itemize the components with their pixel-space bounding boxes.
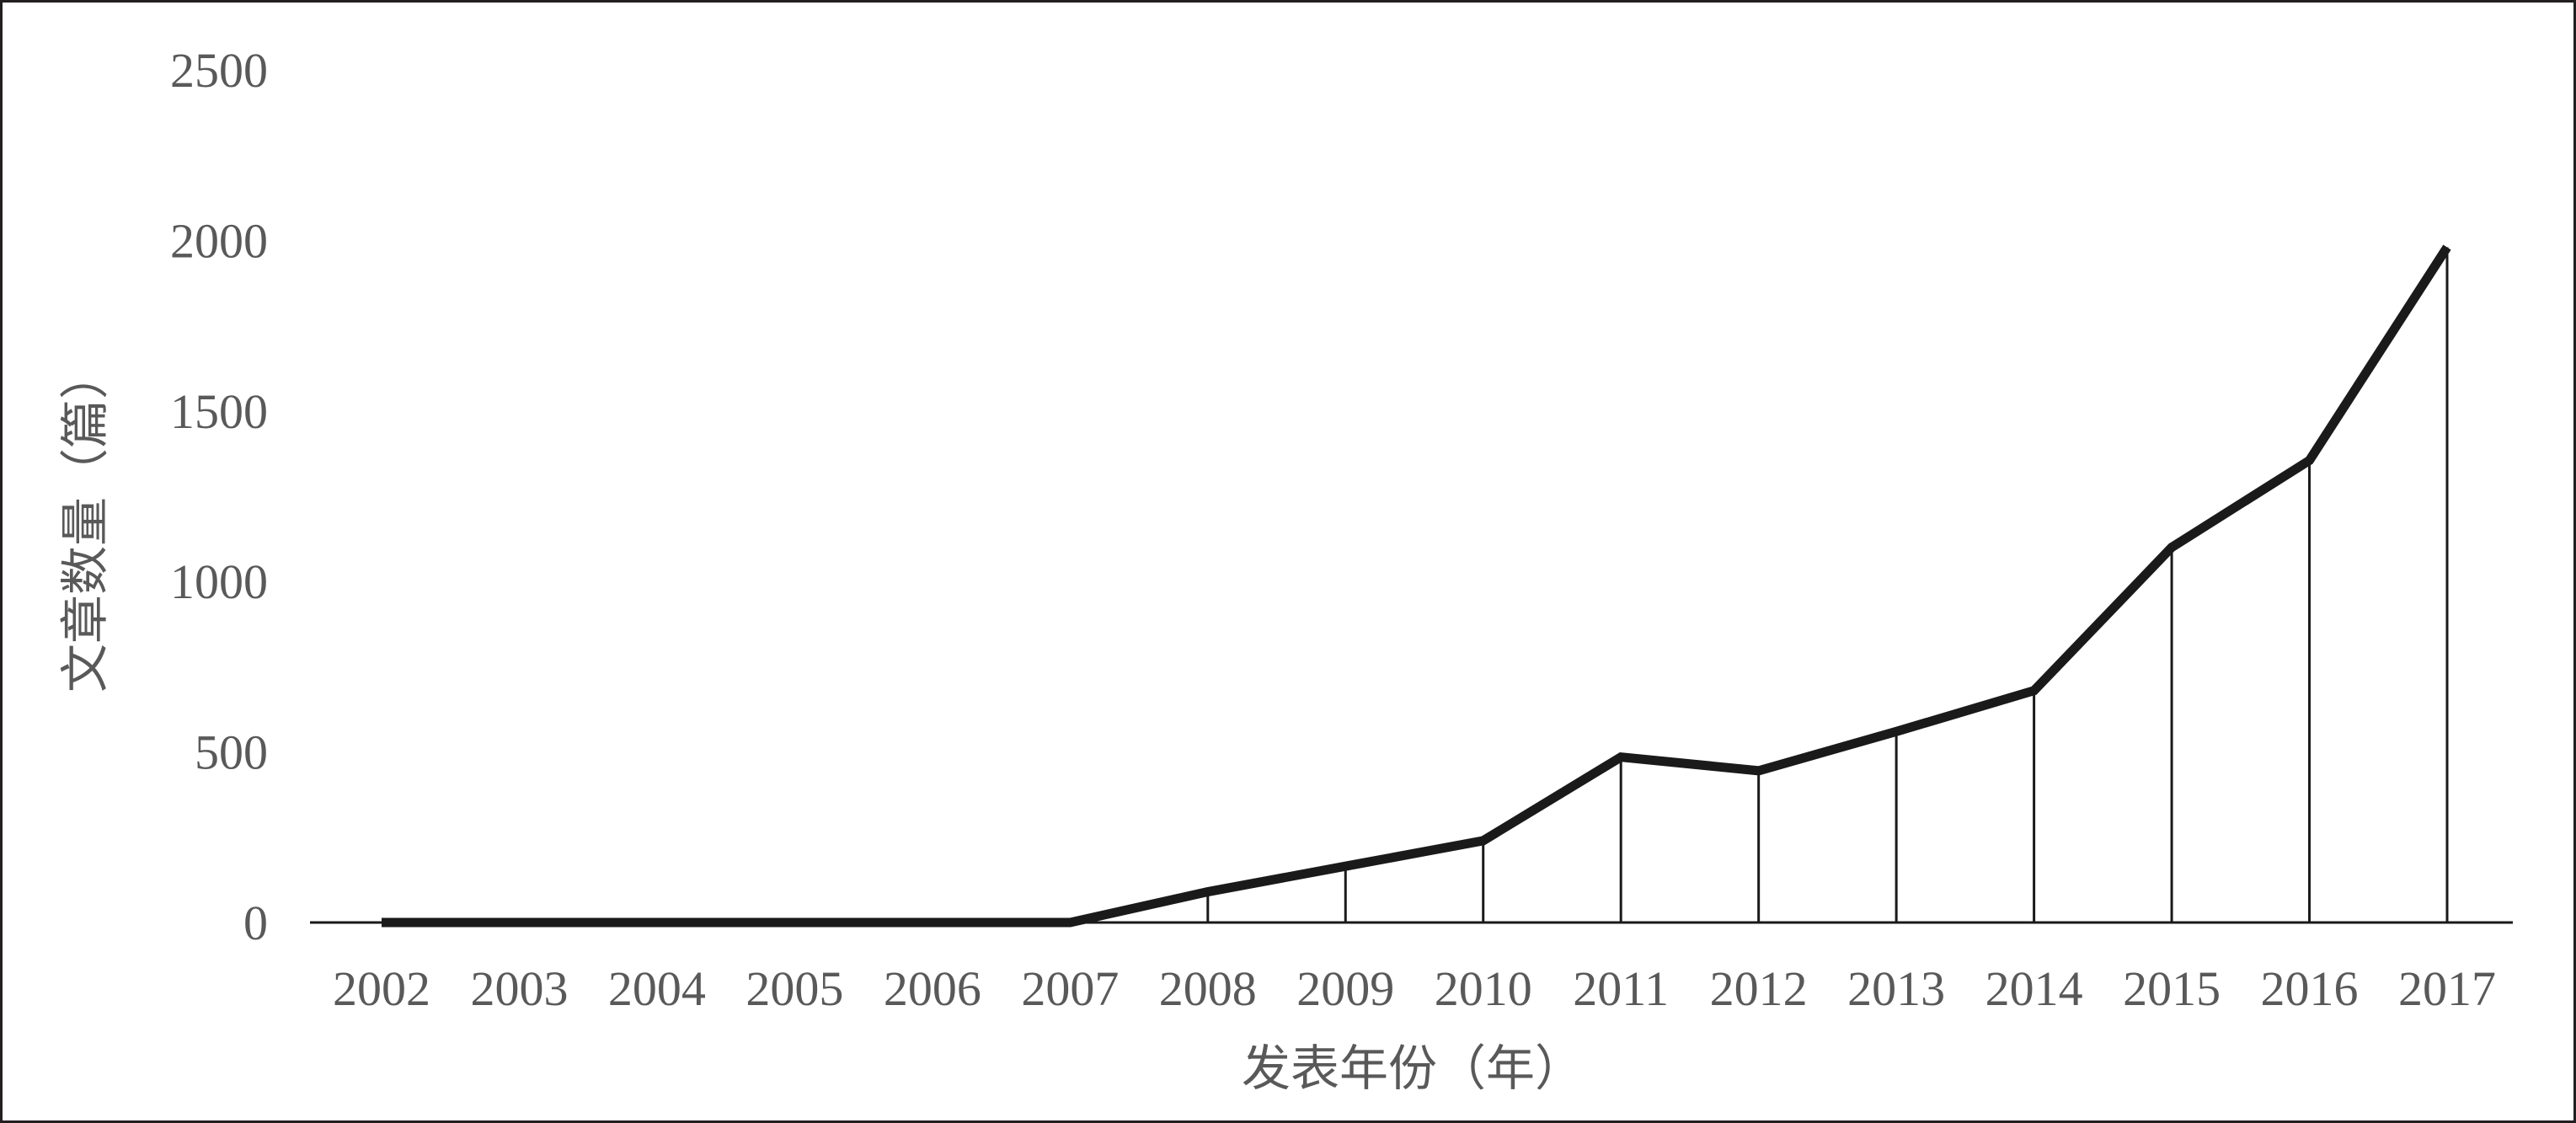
x-tick-label: 2012 (1710, 961, 1808, 1016)
x-tick-label: 2002 (333, 961, 430, 1016)
x-axis-title: 发表年份（年） (1242, 1040, 1584, 1097)
x-tick-label: 2010 (1435, 961, 1532, 1016)
x-tick-label: 2009 (1296, 961, 1394, 1016)
series-line (382, 244, 2451, 928)
x-tick-label: 2004 (608, 961, 706, 1016)
x-tick-label: 2007 (1021, 961, 1119, 1016)
y-tick-label: 500 (195, 725, 268, 780)
x-tick-label: 2008 (1159, 961, 1257, 1016)
y-tick-label: 0 (243, 896, 268, 950)
x-tick-label: 2005 (746, 961, 843, 1016)
x-tick-label: 2013 (1847, 961, 1945, 1016)
x-tick-label: 2006 (884, 961, 981, 1016)
y-tick-label: 2500 (170, 43, 268, 98)
y-tick-label: 1500 (170, 384, 268, 439)
drop-lines (1206, 247, 2449, 922)
x-tick-label: 2017 (2398, 961, 2496, 1016)
y-tick-label: 1000 (170, 554, 268, 609)
x-tick-labels: 2002 2003 2004 2005 2006 2007 2008 2009 2010 2011… (333, 961, 2496, 1016)
x-tick-label: 2011 (1573, 961, 1669, 1016)
y-tick-labels: 0 500 1000 1500 2000 2500 (170, 43, 268, 950)
y-tick-label: 2000 (170, 213, 268, 268)
x-tick-label: 2015 (2123, 961, 2221, 1016)
x-tick-label: 2016 (2261, 961, 2359, 1016)
y-axis-title: 文章数量（篇） (56, 350, 114, 693)
x-tick-label: 2014 (1985, 961, 2083, 1016)
x-tick-label: 2003 (470, 961, 568, 1016)
